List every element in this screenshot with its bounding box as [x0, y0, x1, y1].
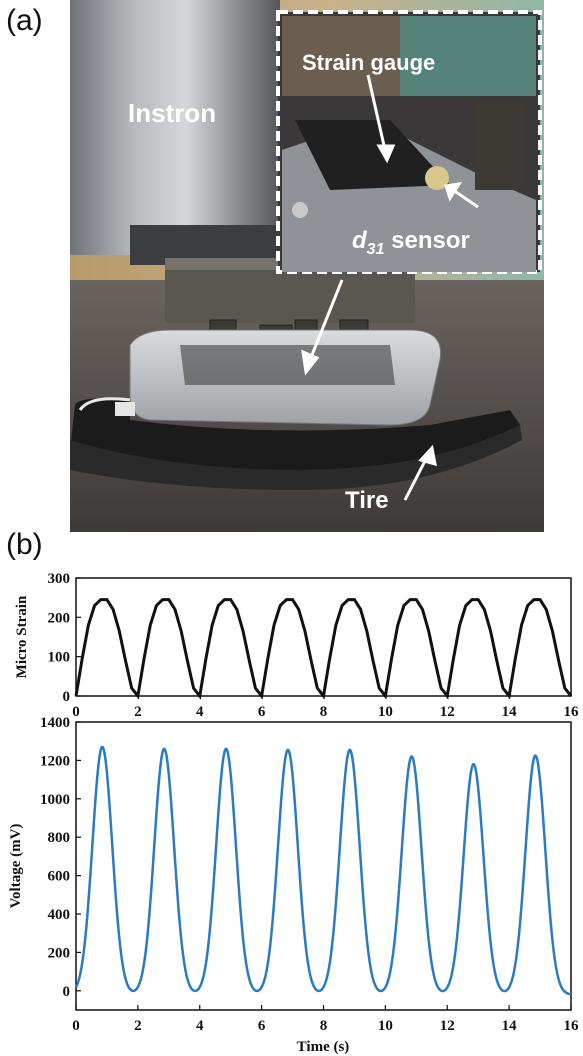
strain-series-line — [74, 598, 573, 700]
strain-ylabel: Micro Strain — [14, 595, 30, 678]
d31-label-rest: sensor — [384, 227, 469, 254]
d31-label-d: d — [352, 227, 368, 254]
strain-xtick-label: 6 — [258, 704, 266, 720]
strain-ytick-label: 100 — [48, 650, 71, 666]
voltage-plot-frame — [75, 721, 572, 1011]
d31-label-sub: 31 — [367, 241, 385, 258]
voltage-ytick-label: 0 — [63, 984, 71, 1000]
voltage-ylabel: Voltage (mV) — [8, 824, 24, 909]
strain-xtick-label: 4 — [196, 704, 204, 720]
voltage-ytick-label: 1200 — [40, 753, 70, 769]
strain-plot-frame — [75, 577, 572, 697]
instron-test-photo: Instron Strain gauge d31 sensor Tire — [70, 0, 544, 532]
strain-ytick-label: 200 — [48, 610, 71, 626]
strain-xtick-label: 16 — [564, 704, 580, 720]
strain-xtick-label: 8 — [320, 704, 328, 720]
instron-label: Instron — [128, 98, 216, 128]
voltage-xtick-label: 14 — [502, 1018, 518, 1034]
strain-xtick-label: 2 — [134, 704, 142, 720]
voltage-ytick-label: 200 — [48, 945, 71, 961]
strain-xtick-label: 10 — [378, 704, 393, 720]
d31-sensor-label: d31 sensor — [352, 227, 470, 258]
voltage-ytick-label: 1000 — [40, 792, 70, 808]
voltage-xtick-label: 10 — [378, 1018, 393, 1034]
voltage-xlabel: Time (s) — [297, 1039, 350, 1055]
voltage-series-line — [74, 745, 572, 996]
voltage-xtick-label: 0 — [72, 1018, 80, 1034]
tire-label: Tire — [345, 487, 389, 514]
strain-ytick-label: 300 — [48, 571, 71, 587]
voltage-xtick-label: 8 — [320, 1018, 328, 1034]
strain-gauge-label: Strain gauge — [302, 50, 435, 75]
voltage-xtick-label: 12 — [440, 1018, 455, 1034]
strain-chart: Micro Strain 0 2 4 6 8 10 12 14 16 0 100 200 300 — [14, 571, 579, 720]
strain-xtick-label: 12 — [440, 704, 455, 720]
voltage-xtick-label: 4 — [196, 1018, 204, 1034]
panel-a-label: (a) — [6, 4, 43, 37]
strain-xtick-label: 0 — [72, 704, 80, 720]
voltage-ytick-label: 600 — [48, 869, 71, 885]
strain-ytick-label: 0 — [63, 689, 71, 705]
voltage-ytick-label: 1400 — [40, 715, 70, 731]
voltage-ytick-label: 400 — [48, 907, 71, 923]
voltage-xtick-label: 16 — [564, 1018, 580, 1034]
strain-xtick-label: 14 — [502, 704, 518, 720]
voltage-xtick-label: 2 — [134, 1018, 142, 1034]
voltage-xtick-label: 6 — [258, 1018, 266, 1034]
voltage-chart: Voltage (mV) Time (s) 0 2 4 6 8 10 12 14 16 0 200 4… — [8, 715, 579, 1055]
voltage-ytick-label: 800 — [48, 830, 71, 846]
panel-b-label: (b) — [6, 528, 43, 561]
